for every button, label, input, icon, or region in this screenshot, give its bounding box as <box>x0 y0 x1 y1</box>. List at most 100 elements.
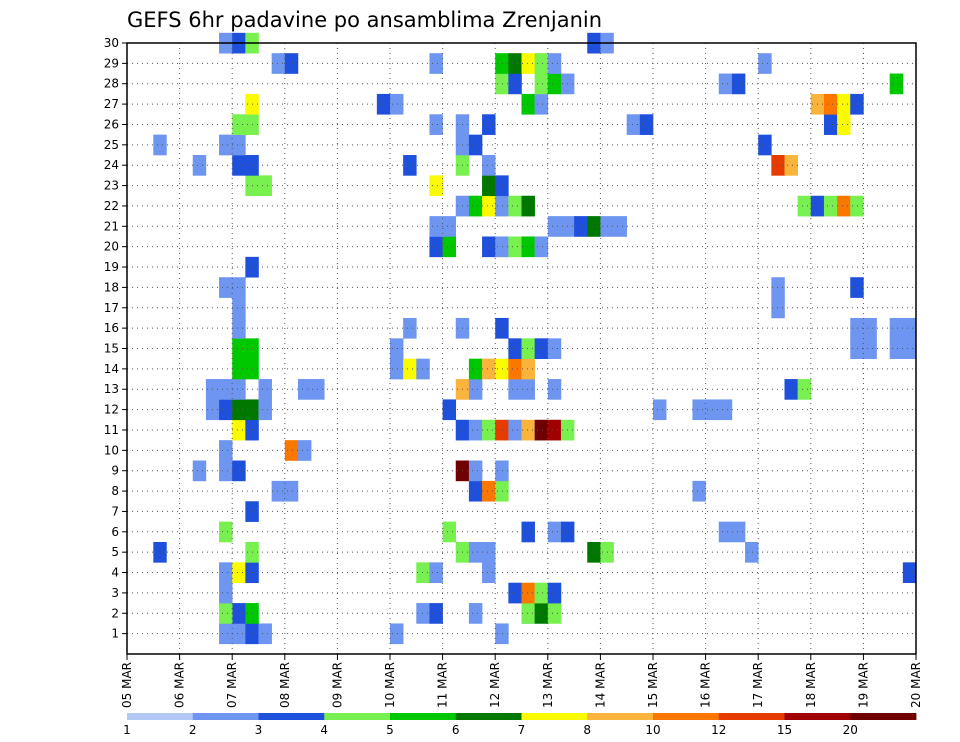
heatmap-cell <box>534 73 549 95</box>
heatmap-cells <box>153 32 917 645</box>
y-tick-label: 23 <box>104 179 119 193</box>
x-tick-label: 12 MAR <box>488 662 502 708</box>
heatmap-cell <box>468 419 483 441</box>
heatmap-cell <box>784 155 798 176</box>
legend-label: 8 <box>583 723 591 737</box>
heatmap-cell <box>219 521 233 543</box>
heatmap-cell <box>468 480 483 502</box>
heatmap-cell <box>771 155 785 176</box>
heatmap-cell <box>219 460 233 482</box>
y-tick-label: 9 <box>111 464 119 478</box>
heatmap-cell <box>771 277 785 298</box>
heatmap-cell <box>547 582 562 604</box>
y-tick-label: 1 <box>111 627 119 641</box>
heatmap-cell <box>429 603 443 624</box>
heatmap-cell <box>442 216 457 237</box>
heatmap-cell <box>495 175 509 197</box>
heatmap-cell <box>232 317 246 339</box>
color-legend: 1 2 3 4 5 6 7 8 10 12 15 20 <box>123 713 917 737</box>
heatmap-cell <box>232 399 246 421</box>
heatmap-cell <box>482 562 496 584</box>
x-tick-label: 07 MAR <box>225 662 239 708</box>
heatmap-cell <box>482 195 496 217</box>
legend-label: 15 <box>777 723 792 737</box>
heatmap-cell <box>495 419 509 441</box>
heatmap-cell <box>442 521 457 543</box>
heatmap-cell <box>534 582 549 604</box>
heatmap-cell <box>232 338 246 359</box>
heatmap-cell <box>232 297 246 319</box>
heatmap-cell <box>376 93 391 115</box>
heatmap-cell <box>758 53 772 74</box>
heatmap-cell <box>468 460 483 482</box>
heatmap-cell <box>429 562 443 584</box>
x-tick-label: 15 MAR <box>646 662 660 708</box>
heatmap-cell <box>482 480 496 502</box>
heatmap-cell <box>495 53 509 74</box>
x-tick-label: 19 MAR <box>856 662 870 708</box>
legend-swatch <box>718 713 785 720</box>
y-tick-label: 6 <box>111 525 119 539</box>
y-tick-label: 5 <box>111 545 119 559</box>
heatmap-cell <box>837 114 851 135</box>
heatmap-cell <box>547 379 562 400</box>
heatmap-cell <box>297 379 312 400</box>
y-tick-label: 12 <box>104 403 119 417</box>
heatmap-cell <box>258 399 272 421</box>
heatmap-cell <box>271 480 286 502</box>
heatmap-cell <box>547 603 562 624</box>
heatmap-cell <box>442 236 457 258</box>
heatmap-cell <box>429 236 443 258</box>
heatmap-cell <box>534 419 549 441</box>
heatmap-cell <box>823 93 838 115</box>
y-tick-label: 3 <box>111 586 119 600</box>
heatmap-cell <box>416 358 430 380</box>
heatmap-cell <box>534 236 549 258</box>
heatmap-cell <box>219 440 233 461</box>
x-tick-label: 18 MAR <box>804 662 818 708</box>
heatmap-cell <box>521 236 535 258</box>
heatmap-cell <box>508 358 522 380</box>
x-tick-label: 11 MAR <box>436 662 450 708</box>
heatmap-cell <box>850 93 864 115</box>
x-tick-label: 09 MAR <box>330 662 344 708</box>
y-tick-label: 19 <box>104 260 119 274</box>
heatmap-cell <box>232 114 246 135</box>
legend-label: 2 <box>189 723 197 737</box>
heatmap-cell <box>692 480 706 502</box>
heatmap-cell <box>403 317 417 339</box>
heatmap-cell <box>521 582 535 604</box>
heatmap-cell <box>258 175 272 197</box>
heatmap-cell <box>442 399 457 421</box>
heatmap-cell <box>232 460 246 482</box>
y-tick-label: 16 <box>104 321 119 335</box>
x-tick-label: 13 MAR <box>541 662 555 708</box>
heatmap-cell <box>429 114 443 135</box>
heatmap-cell <box>482 114 496 135</box>
heatmap-cell <box>745 541 759 563</box>
legend-swatch <box>850 713 917 720</box>
x-tick-label: 16 MAR <box>699 662 713 708</box>
heatmap-cell <box>390 93 404 115</box>
heatmap-cell <box>482 358 496 380</box>
heatmap-cell <box>232 358 246 380</box>
heatmap-cell <box>232 155 246 176</box>
heatmap-cell <box>889 73 904 95</box>
y-tick-label: 8 <box>111 484 119 498</box>
heatmap-cell <box>837 195 851 217</box>
heatmap-cell <box>495 236 509 258</box>
heatmap-cell <box>797 195 812 217</box>
legend-swatch <box>521 713 588 720</box>
heatmap-cell <box>863 338 877 359</box>
x-tick-label: 17 MAR <box>751 662 765 708</box>
heatmap-cell <box>429 53 443 74</box>
heatmap-cell <box>718 399 733 421</box>
heatmap-cell <box>468 134 483 156</box>
y-tick-label: 10 <box>104 443 119 457</box>
heatmap-cell <box>534 93 549 115</box>
y-tick-label: 20 <box>104 240 119 254</box>
heatmap-cell <box>429 216 443 237</box>
heatmap-cell <box>587 541 601 563</box>
heatmap-cell <box>284 440 299 461</box>
